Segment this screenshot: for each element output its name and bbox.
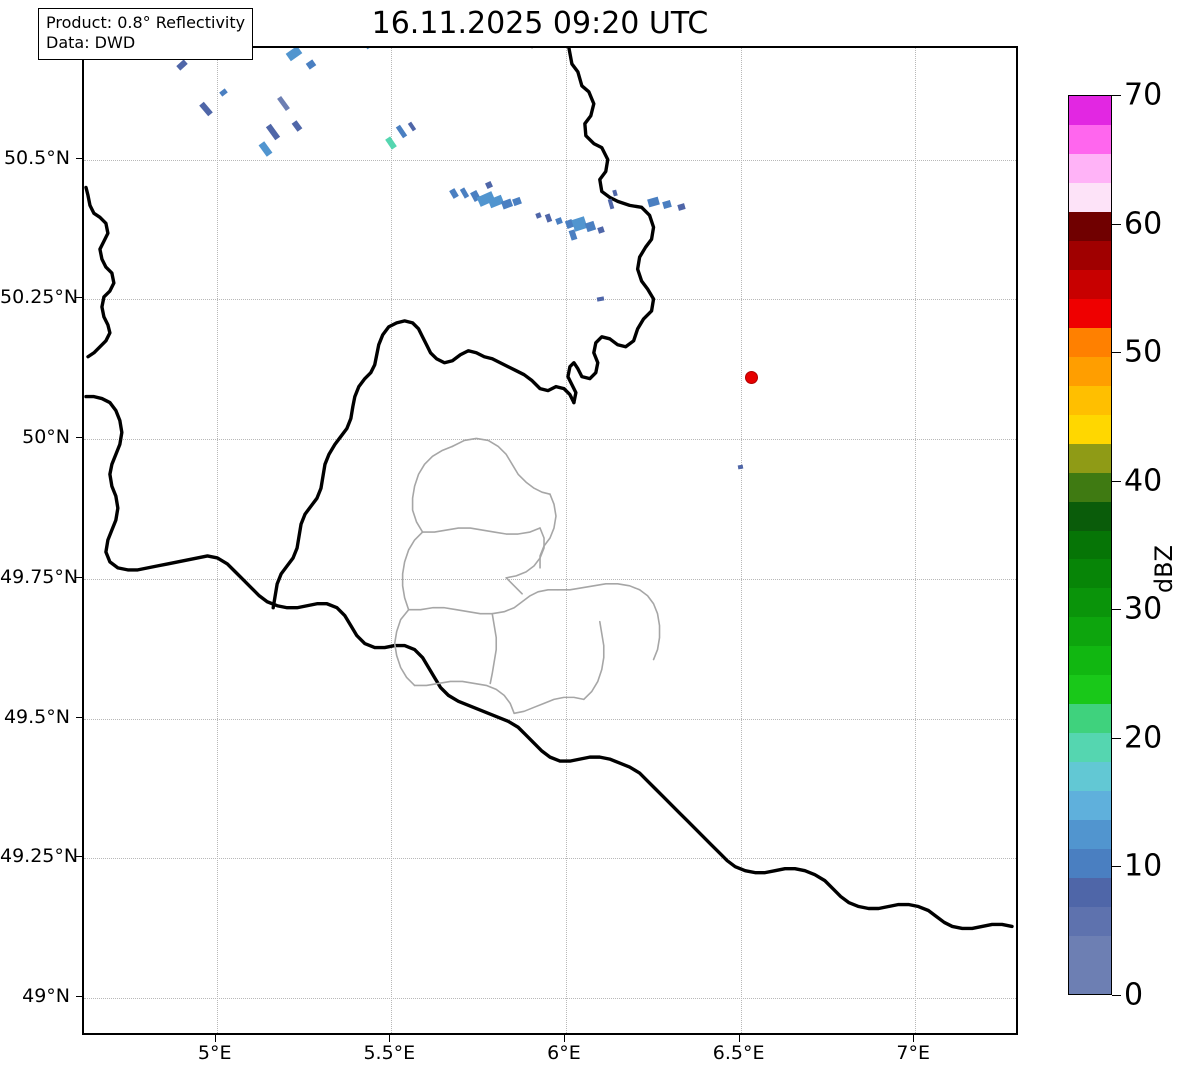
colorbar-band — [1069, 269, 1111, 299]
colorbar-band — [1069, 95, 1111, 125]
radar-site-marker[interactable] — [744, 371, 758, 385]
colorbar-tick-label: 60 — [1124, 206, 1163, 242]
colorbar-tick-mark — [1112, 480, 1121, 482]
gridline-horizontal — [84, 439, 1016, 441]
colorbar-band — [1069, 356, 1111, 386]
y-axis-tick-label: 50.25°N — [0, 286, 79, 309]
colorbar-tick-label: 20 — [1124, 720, 1163, 756]
colorbar-tick-label: 0 — [1124, 977, 1144, 1013]
colorbar-band — [1069, 559, 1111, 589]
colorbar-band — [1069, 820, 1111, 850]
colorbar-tick-mark — [1112, 866, 1121, 868]
x-axis-tick-mark — [214, 1035, 216, 1042]
colorbar-band — [1069, 385, 1111, 415]
colorbar-band — [1069, 965, 1111, 994]
y-axis-tick-label: 49.5°N — [3, 705, 70, 728]
colorbar-axis-label: dBZ — [1150, 545, 1178, 594]
colorbar-tick-mark — [1112, 737, 1121, 739]
gridline-horizontal — [84, 299, 1016, 301]
y-axis-tick-mark — [76, 995, 83, 997]
colorbar-band — [1069, 501, 1111, 531]
colorbar-band — [1069, 530, 1111, 560]
y-axis-tick-mark — [76, 297, 83, 299]
x-axis-tick-label: 5°E — [197, 1042, 232, 1064]
colorbar-tick-label: 50 — [1124, 334, 1163, 370]
gridline-vertical — [740, 48, 742, 1033]
y-axis-tick-mark — [76, 576, 83, 578]
colorbar-band — [1069, 617, 1111, 647]
colorbar-band — [1069, 124, 1111, 154]
x-axis-tick-mark — [389, 1035, 391, 1042]
info-data-line: Data: DWD — [46, 33, 136, 53]
colorbar-band — [1069, 646, 1111, 676]
colorbar-band — [1069, 675, 1111, 705]
colorbar-tick-mark — [1112, 352, 1121, 354]
gridline-horizontal — [84, 159, 1016, 161]
colorbar-band — [1069, 704, 1111, 734]
colorbar-band — [1069, 298, 1111, 328]
colorbar-band — [1069, 907, 1111, 937]
colorbar-band — [1069, 211, 1111, 241]
x-axis-tick-label: 5.5°E — [363, 1042, 416, 1064]
colorbar[interactable] — [1068, 95, 1112, 995]
colorbar-band — [1069, 762, 1111, 792]
y-axis-tick-mark — [76, 716, 83, 718]
colorbar-band — [1069, 472, 1111, 502]
x-axis-tick-mark — [913, 1035, 915, 1042]
x-axis-tick-label: 7°E — [896, 1042, 931, 1064]
colorbar-band — [1069, 936, 1111, 966]
y-axis-tick-label: 50°N — [22, 426, 70, 449]
page-title: 16.11.2025 09:20 UTC — [371, 6, 709, 41]
gridline-horizontal — [84, 858, 1016, 860]
y-axis-tick-mark — [76, 157, 83, 159]
y-axis-tick-mark — [76, 856, 83, 858]
y-axis-tick-label: 50.5°N — [3, 146, 70, 169]
colorbar-band — [1069, 443, 1111, 473]
colorbar-band — [1069, 240, 1111, 270]
x-axis-tick-mark — [738, 1035, 740, 1042]
colorbar-band — [1069, 327, 1111, 357]
gridline-horizontal — [84, 578, 1016, 580]
gridline-vertical — [565, 48, 567, 1033]
y-axis-tick-label: 49.25°N — [0, 845, 79, 868]
x-axis-tick-label: 6.5°E — [712, 1042, 765, 1064]
colorbar-band — [1069, 153, 1111, 183]
colorbar-tick-mark — [1112, 95, 1121, 96]
y-axis-tick-label: 49°N — [22, 984, 70, 1007]
gridline-vertical — [216, 48, 218, 1033]
y-axis-tick-label: 49.75°N — [0, 565, 79, 588]
colorbar-tick-mark — [1112, 223, 1121, 225]
x-axis-tick-mark — [563, 1035, 565, 1042]
colorbar-tick-mark — [1112, 995, 1121, 996]
gridline-vertical — [915, 48, 917, 1033]
product-info-box: Product: 0.8° Reflectivity Data: DWD — [38, 8, 254, 60]
gridline-vertical — [391, 48, 393, 1033]
colorbar-tick-label: 40 — [1124, 463, 1163, 499]
colorbar-band — [1069, 791, 1111, 821]
colorbar-band — [1069, 588, 1111, 618]
y-axis-tick-mark — [76, 437, 83, 439]
geography-outlines — [84, 48, 1014, 931]
colorbar-band — [1069, 414, 1111, 444]
colorbar-tick-label: 70 — [1124, 77, 1163, 113]
x-axis-tick-label: 6°E — [547, 1042, 581, 1064]
colorbar-tick-label: 30 — [1124, 591, 1163, 627]
colorbar-tick-mark — [1112, 609, 1121, 611]
colorbar-band — [1069, 878, 1111, 908]
colorbar-tick-label: 10 — [1124, 848, 1163, 884]
gridline-horizontal — [84, 997, 1016, 999]
map-canvas — [84, 48, 1016, 1033]
map-plot-area[interactable] — [82, 46, 1018, 1035]
gridline-horizontal — [84, 718, 1016, 720]
info-product-line: Product: 0.8° Reflectivity — [46, 13, 246, 32]
colorbar-band — [1069, 733, 1111, 763]
colorbar-band — [1069, 182, 1111, 212]
colorbar-band — [1069, 849, 1111, 879]
